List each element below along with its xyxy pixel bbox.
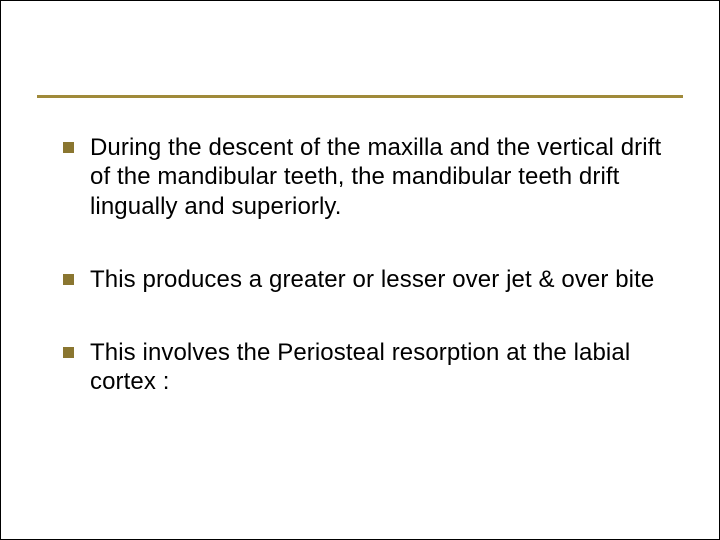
slide: During the descent of the maxilla and th… — [0, 0, 720, 540]
list-item: This produces a greater or lesser over j… — [63, 265, 665, 294]
title-underline — [37, 95, 683, 98]
square-bullet-icon — [63, 142, 74, 153]
list-item: During the descent of the maxilla and th… — [63, 133, 665, 221]
bullet-text: This involves the Periosteal resorption … — [90, 338, 665, 397]
bullet-text: This produces a greater or lesser over j… — [90, 265, 654, 294]
bullet-text: During the descent of the maxilla and th… — [90, 133, 665, 221]
square-bullet-icon — [63, 274, 74, 285]
list-item: This involves the Periosteal resorption … — [63, 338, 665, 397]
content-area: During the descent of the maxilla and th… — [63, 133, 665, 441]
square-bullet-icon — [63, 347, 74, 358]
